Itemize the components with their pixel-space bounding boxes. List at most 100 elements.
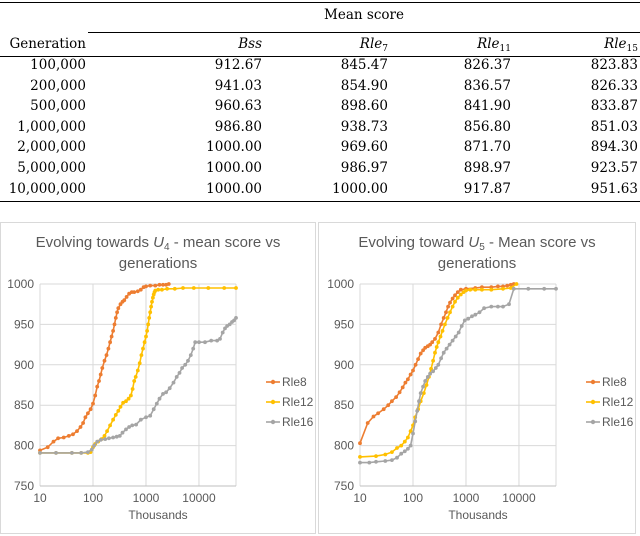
data-point <box>455 295 460 300</box>
y-tick-label: 900 <box>334 358 354 372</box>
data-point <box>542 286 547 291</box>
data-point <box>111 329 115 333</box>
data-point <box>433 366 438 370</box>
data-point <box>424 383 429 387</box>
data-point <box>446 304 450 309</box>
y-tick-label: 750 <box>334 479 354 493</box>
data-point <box>191 286 196 290</box>
x-tick-label: 10000 <box>502 491 536 505</box>
chart-u5-title: Evolving toward U5 - Mean score vs gener… <box>358 234 596 272</box>
data-point <box>157 282 162 287</box>
legend-marker <box>270 399 276 405</box>
data-point <box>394 395 398 399</box>
data-point <box>149 304 154 309</box>
data-point <box>78 425 83 429</box>
data-point <box>71 432 75 437</box>
data-point <box>153 283 158 288</box>
data-point <box>144 284 148 289</box>
data-point <box>70 451 74 455</box>
data-point <box>431 369 435 374</box>
table-cell-value: 1000.00 <box>206 180 262 197</box>
table-cell-value: 851.03 <box>590 118 638 135</box>
y-tick-label: 750 <box>14 479 34 493</box>
data-point <box>108 340 112 345</box>
series-line-rle12 <box>359 283 517 458</box>
data-point <box>462 318 467 323</box>
data-point <box>428 371 432 376</box>
legend-label: Rle16 <box>282 415 314 429</box>
data-point <box>113 316 118 320</box>
table-cell-value: 923.57 <box>590 160 638 176</box>
chart-u4-frame <box>0 222 316 534</box>
data-point <box>511 286 516 291</box>
table-cell-value: 826.33 <box>590 77 638 94</box>
data-point <box>153 288 158 293</box>
data-point <box>421 384 425 389</box>
chart-u5-frame <box>318 222 636 534</box>
x-tick-label: 100 <box>403 491 423 505</box>
data-point <box>191 346 196 351</box>
data-point <box>81 421 85 425</box>
data-point <box>507 302 511 307</box>
data-point <box>508 286 513 290</box>
data-point <box>397 390 402 395</box>
table-cell-value: 1000.00 <box>332 180 388 197</box>
table-cell-value: 969.60 <box>340 139 388 156</box>
data-point <box>374 459 378 464</box>
table-cell-generation: 2,000,000 <box>17 139 86 156</box>
data-point <box>496 304 500 309</box>
data-point <box>95 384 100 389</box>
table-cell-value: 833.87 <box>590 98 638 115</box>
data-point <box>147 316 152 320</box>
data-point <box>390 458 394 462</box>
data-point <box>112 322 117 327</box>
data-point <box>390 399 394 404</box>
legend-marker <box>270 379 276 385</box>
data-point <box>436 330 441 335</box>
table-header-rule <box>0 56 640 57</box>
data-point <box>466 316 471 321</box>
data-point <box>470 314 474 319</box>
data-point <box>130 423 135 428</box>
data-point <box>473 312 478 317</box>
data-point <box>430 340 435 345</box>
data-point <box>399 443 404 448</box>
data-point <box>408 429 413 433</box>
series-line-rle16 <box>40 317 237 454</box>
data-point <box>444 346 449 351</box>
data-point <box>122 298 127 303</box>
data-point <box>93 393 98 398</box>
data-point <box>441 316 446 320</box>
data-point <box>148 283 153 288</box>
data-point <box>132 290 137 294</box>
data-point <box>157 396 162 401</box>
table-cell-value: 986.97 <box>340 160 388 176</box>
y-tick-label: 1000 <box>327 277 354 291</box>
data-point <box>411 431 415 436</box>
data-point <box>124 427 128 432</box>
table-cell-value: 898.97 <box>463 160 511 176</box>
data-point <box>464 288 468 293</box>
x-tick-label: 10 <box>33 491 47 505</box>
table-col-header-bss: Bss <box>238 36 262 52</box>
data-point <box>386 403 391 408</box>
chart-u4: Evolving towards U4 - mean score vs gene… <box>0 222 316 534</box>
data-point <box>92 443 96 448</box>
data-point <box>489 287 494 292</box>
data-point <box>54 451 58 455</box>
legend-label: Rle8 <box>282 375 307 389</box>
chart-u4-title: Evolving towards U4 - mean score vs gene… <box>35 234 281 272</box>
data-point <box>413 419 418 424</box>
data-point <box>448 300 452 305</box>
table-cell-generation: 1,000,000 <box>17 118 86 135</box>
legend-label: Rle16 <box>602 415 634 429</box>
data-point <box>183 362 188 367</box>
data-point <box>406 435 410 440</box>
chart-u5: Evolving toward U5 - Mean score vs gener… <box>318 222 636 534</box>
data-point <box>38 451 42 455</box>
data-point <box>439 322 443 327</box>
legend-marker <box>270 419 276 425</box>
data-point <box>151 407 156 412</box>
data-point <box>444 310 448 315</box>
